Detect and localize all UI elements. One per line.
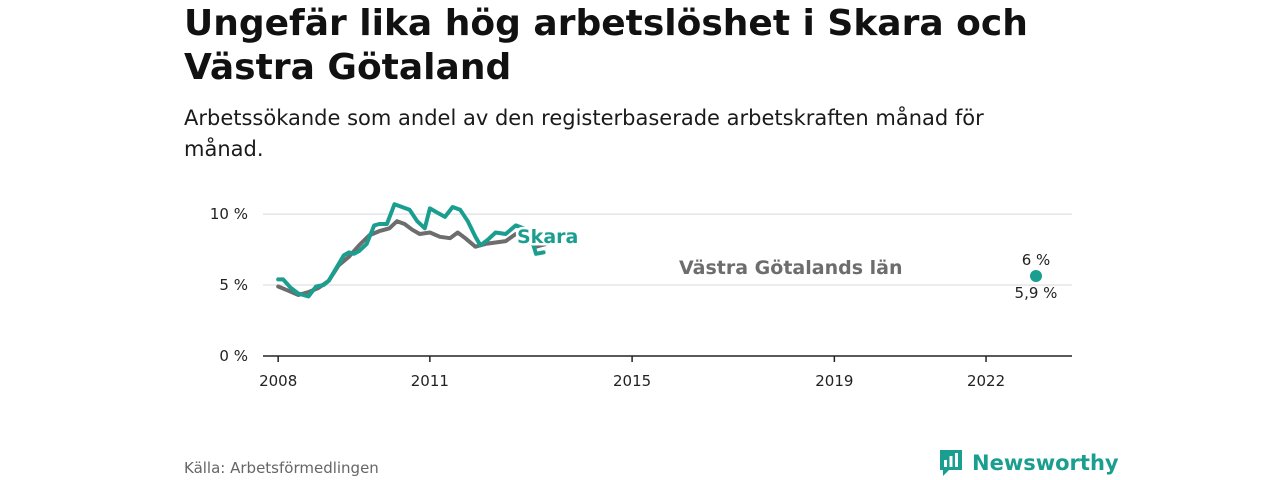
series-label-skara: Skara [517,226,578,248]
source-note: Källa: Arbetsförmedlingen [184,459,379,477]
y-tick-label: 5 % [219,276,248,294]
end-label-vastra-gotaland: 5,9 % [1015,284,1058,302]
y-tick-label: 0 % [219,347,248,365]
x-tick-label: 2008 [259,372,297,390]
skara-end-marker [1030,270,1042,282]
x-tick-label: 2019 [815,372,853,390]
series-label-vastra-gotaland: Västra Götalands län [679,257,902,279]
series-line-skara [276,202,546,299]
y-tick-label: 10 % [210,205,248,223]
line-chart: 0 % 5 % 10 % 2008 2011 2015 2019 2022 Skara Västr… [210,202,1072,390]
x-tick-label: 2022 [967,372,1005,390]
x-tick-label: 2011 [411,372,449,390]
brand-logo: Newsworthy [938,448,1119,478]
newsworthy-logo-icon [940,450,962,476]
x-tick-label: 2015 [613,372,651,390]
chart-title: Ungefär lika hög arbetslöshet i Skara oc… [184,3,1028,88]
brand-name: Newsworthy [972,451,1119,475]
chart-subtitle: Arbetssökande som andel av den registerb… [184,106,984,161]
end-label-skara: 6 % [1022,251,1051,269]
